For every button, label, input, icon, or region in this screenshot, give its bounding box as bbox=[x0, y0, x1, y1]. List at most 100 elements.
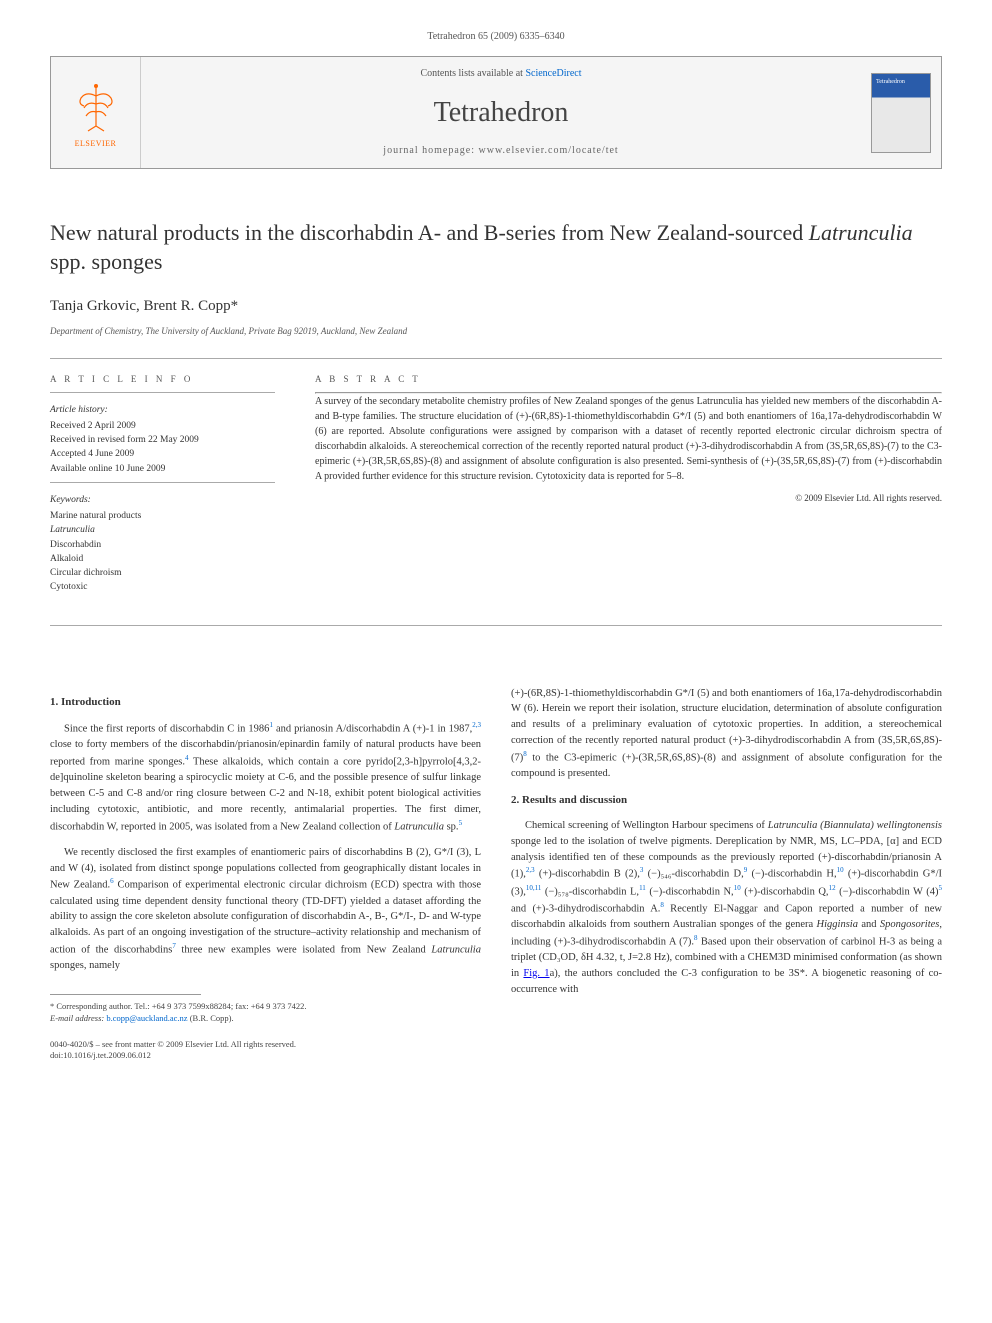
corresponding-author-marker: * bbox=[231, 298, 239, 314]
abstract-copyright: © 2009 Elsevier Ltd. All rights reserved… bbox=[315, 492, 942, 505]
sciencedirect-link[interactable]: ScienceDirect bbox=[525, 68, 581, 79]
title-italic-genus: Latrunculia bbox=[809, 220, 913, 245]
text: a), the authors concluded the C-3 config… bbox=[511, 968, 942, 995]
article-info-column: A R T I C L E I N F O Article history: R… bbox=[50, 373, 275, 595]
affiliation: Department of Chemistry, The University … bbox=[50, 325, 942, 338]
genus-italic: Latrunculia bbox=[394, 821, 444, 832]
contents-available-line: Contents lists available at ScienceDirec… bbox=[161, 67, 841, 81]
info-abstract-row: A R T I C L E I N F O Article history: R… bbox=[50, 373, 942, 595]
keyword: Cytotoxic bbox=[50, 580, 275, 594]
results-paragraph-1: Chemical screening of Wellington Harbour… bbox=[511, 818, 942, 997]
ref-link[interactable]: 10 bbox=[837, 866, 844, 874]
keyword: Marine natural products bbox=[50, 509, 275, 523]
email-link[interactable]: b.copp@auckland.ac.nz bbox=[106, 1013, 187, 1023]
text: (−)-discorhabdin N, bbox=[646, 886, 734, 897]
divider-top bbox=[50, 358, 942, 359]
elsevier-tree-icon bbox=[66, 76, 126, 136]
journal-homepage-line: journal homepage: www.elsevier.com/locat… bbox=[161, 144, 841, 158]
intro-paragraph-2: We recently disclosed the first examples… bbox=[50, 845, 481, 974]
ref-link[interactable]: 5 bbox=[939, 884, 943, 892]
text: and prianosin A/discorhabdin A (+)-1 in … bbox=[273, 724, 472, 735]
divider-bottom bbox=[50, 625, 942, 626]
history-line: Received in revised form 22 May 2009 bbox=[50, 433, 275, 447]
ref-link[interactable]: 10 bbox=[734, 884, 741, 892]
journal-name: Tetrahedron bbox=[161, 93, 841, 132]
ref-link[interactable]: 5 bbox=[459, 819, 463, 827]
footnote-tel-fax: * Corresponding author. Tel.: +64 9 373 … bbox=[50, 1001, 481, 1013]
journal-thumb-label: Tetrahedron bbox=[876, 78, 905, 86]
author-list: Tanja Grkovic, Brent R. Copp* bbox=[50, 296, 942, 317]
contents-prefix: Contents lists available at bbox=[420, 68, 525, 79]
right-column: (+)-(6R,8S)-1-thiomethyldiscorhabdin G*/… bbox=[511, 686, 942, 1063]
ref-link[interactable]: 12 bbox=[829, 884, 836, 892]
introduction-heading: 1. Introduction bbox=[50, 694, 481, 711]
journal-reference: Tetrahedron 65 (2009) 6335–6340 bbox=[50, 30, 942, 44]
text: and (+)-3-dihydrodiscorhabdin A. bbox=[511, 903, 660, 914]
keywords-heading: Keywords: bbox=[50, 493, 275, 507]
author-names: Tanja Grkovic, Brent R. Copp bbox=[50, 298, 231, 314]
text: Since the first reports of discorhabdin … bbox=[64, 724, 269, 735]
article-info-label: A R T I C L E I N F O bbox=[50, 373, 275, 386]
results-heading: 2. Results and discussion bbox=[511, 792, 942, 809]
body-two-column: 1. Introduction Since the first reports … bbox=[50, 686, 942, 1063]
text: (−)-discorhabdin W (4) bbox=[836, 886, 939, 897]
front-matter-line: 0040-4020/$ – see front matter © 2009 El… bbox=[50, 1039, 481, 1051]
keyword: Discorhabdin bbox=[50, 538, 275, 552]
history-line: Available online 10 June 2009 bbox=[50, 462, 275, 476]
text: sp. bbox=[444, 821, 459, 832]
article-title: New natural products in the discorhabdin… bbox=[50, 219, 942, 276]
journal-cover-thumbnail: Tetrahedron bbox=[871, 73, 931, 153]
homepage-url: www.elsevier.com/locate/tet bbox=[479, 145, 619, 156]
corresponding-author-footnote: * Corresponding author. Tel.: +64 9 373 … bbox=[50, 1001, 481, 1025]
ref-link[interactable]: 2,3 bbox=[526, 866, 535, 874]
keywords-block: Keywords: Marine natural products Latrun… bbox=[50, 493, 275, 595]
text: (−)₅₄₆-discorhabdin D, bbox=[643, 869, 743, 880]
ref-link[interactable]: 2,3 bbox=[472, 721, 481, 729]
history-line: Accepted 4 June 2009 bbox=[50, 447, 275, 461]
text: (+)-discorhabdin B (2), bbox=[535, 869, 640, 880]
text: three new examples were isolated from Ne… bbox=[176, 944, 432, 955]
history-line: Received 2 April 2009 bbox=[50, 419, 275, 433]
species-italic: Latrunculia (Biannulata) wellingtonensis bbox=[768, 820, 942, 831]
ref-link[interactable]: 11 bbox=[639, 884, 646, 892]
journal-header: ELSEVIER Contents lists available at Sci… bbox=[50, 56, 942, 169]
genus-italic: Latrunculia bbox=[431, 944, 481, 955]
figure-link[interactable]: Fig. 1 bbox=[523, 968, 549, 979]
left-column: 1. Introduction Since the first reports … bbox=[50, 686, 481, 1063]
keyword: Latrunculia bbox=[50, 523, 275, 537]
text: Chemical screening of Wellington Harbour… bbox=[525, 820, 768, 831]
publisher-logo-block: ELSEVIER bbox=[51, 57, 141, 168]
col2-continuation-paragraph: (+)-(6R,8S)-1-thiomethyldiscorhabdin G*/… bbox=[511, 686, 942, 782]
footnote-separator bbox=[50, 994, 201, 995]
title-part-1: New natural products in the discorhabdin… bbox=[50, 220, 809, 245]
abstract-label: A B S T R A C T bbox=[315, 373, 942, 386]
info-divider-2 bbox=[50, 482, 275, 483]
text: and bbox=[858, 919, 880, 930]
keyword: Alkaloid bbox=[50, 552, 275, 566]
doi-line: doi:10.1016/j.tet.2009.06.012 bbox=[50, 1050, 481, 1062]
genus-italic: Higginsia bbox=[817, 919, 858, 930]
abstract-column: A B S T R A C T A survey of the secondar… bbox=[315, 373, 942, 595]
email-label: E-mail address: bbox=[50, 1013, 106, 1023]
text: (+)-discorhabdin Q, bbox=[741, 886, 829, 897]
elsevier-label: ELSEVIER bbox=[75, 138, 117, 149]
text: (−)-discorhabdin H, bbox=[747, 869, 836, 880]
ref-link[interactable]: 10,11 bbox=[526, 884, 542, 892]
email-name: (B.R. Copp). bbox=[188, 1013, 234, 1023]
footnote-email-line: E-mail address: b.copp@auckland.ac.nz (B… bbox=[50, 1013, 481, 1025]
genus-italic: Spongosorites bbox=[880, 919, 940, 930]
homepage-prefix: journal homepage: bbox=[383, 145, 478, 156]
text: (−)₅₇₈-discorhabdin L, bbox=[541, 886, 639, 897]
doi-block: 0040-4020/$ – see front matter © 2009 El… bbox=[50, 1039, 481, 1063]
keyword: Circular dichroism bbox=[50, 566, 275, 580]
text: to the C3-epimeric (+)-(3R,5R,6S,8S)-(8)… bbox=[511, 752, 942, 779]
journal-cover-block: Tetrahedron bbox=[861, 57, 941, 168]
abstract-text: A survey of the secondary metabolite che… bbox=[315, 394, 942, 484]
header-center: Contents lists available at ScienceDirec… bbox=[141, 57, 861, 168]
history-heading: Article history: bbox=[50, 403, 275, 417]
intro-paragraph-1: Since the first reports of discorhabdin … bbox=[50, 720, 481, 835]
article-history-block: Article history: Received 2 April 2009 R… bbox=[50, 403, 275, 476]
info-divider-1 bbox=[50, 392, 275, 393]
text: sponges, namely bbox=[50, 960, 120, 971]
title-part-3: spp. sponges bbox=[50, 249, 162, 274]
